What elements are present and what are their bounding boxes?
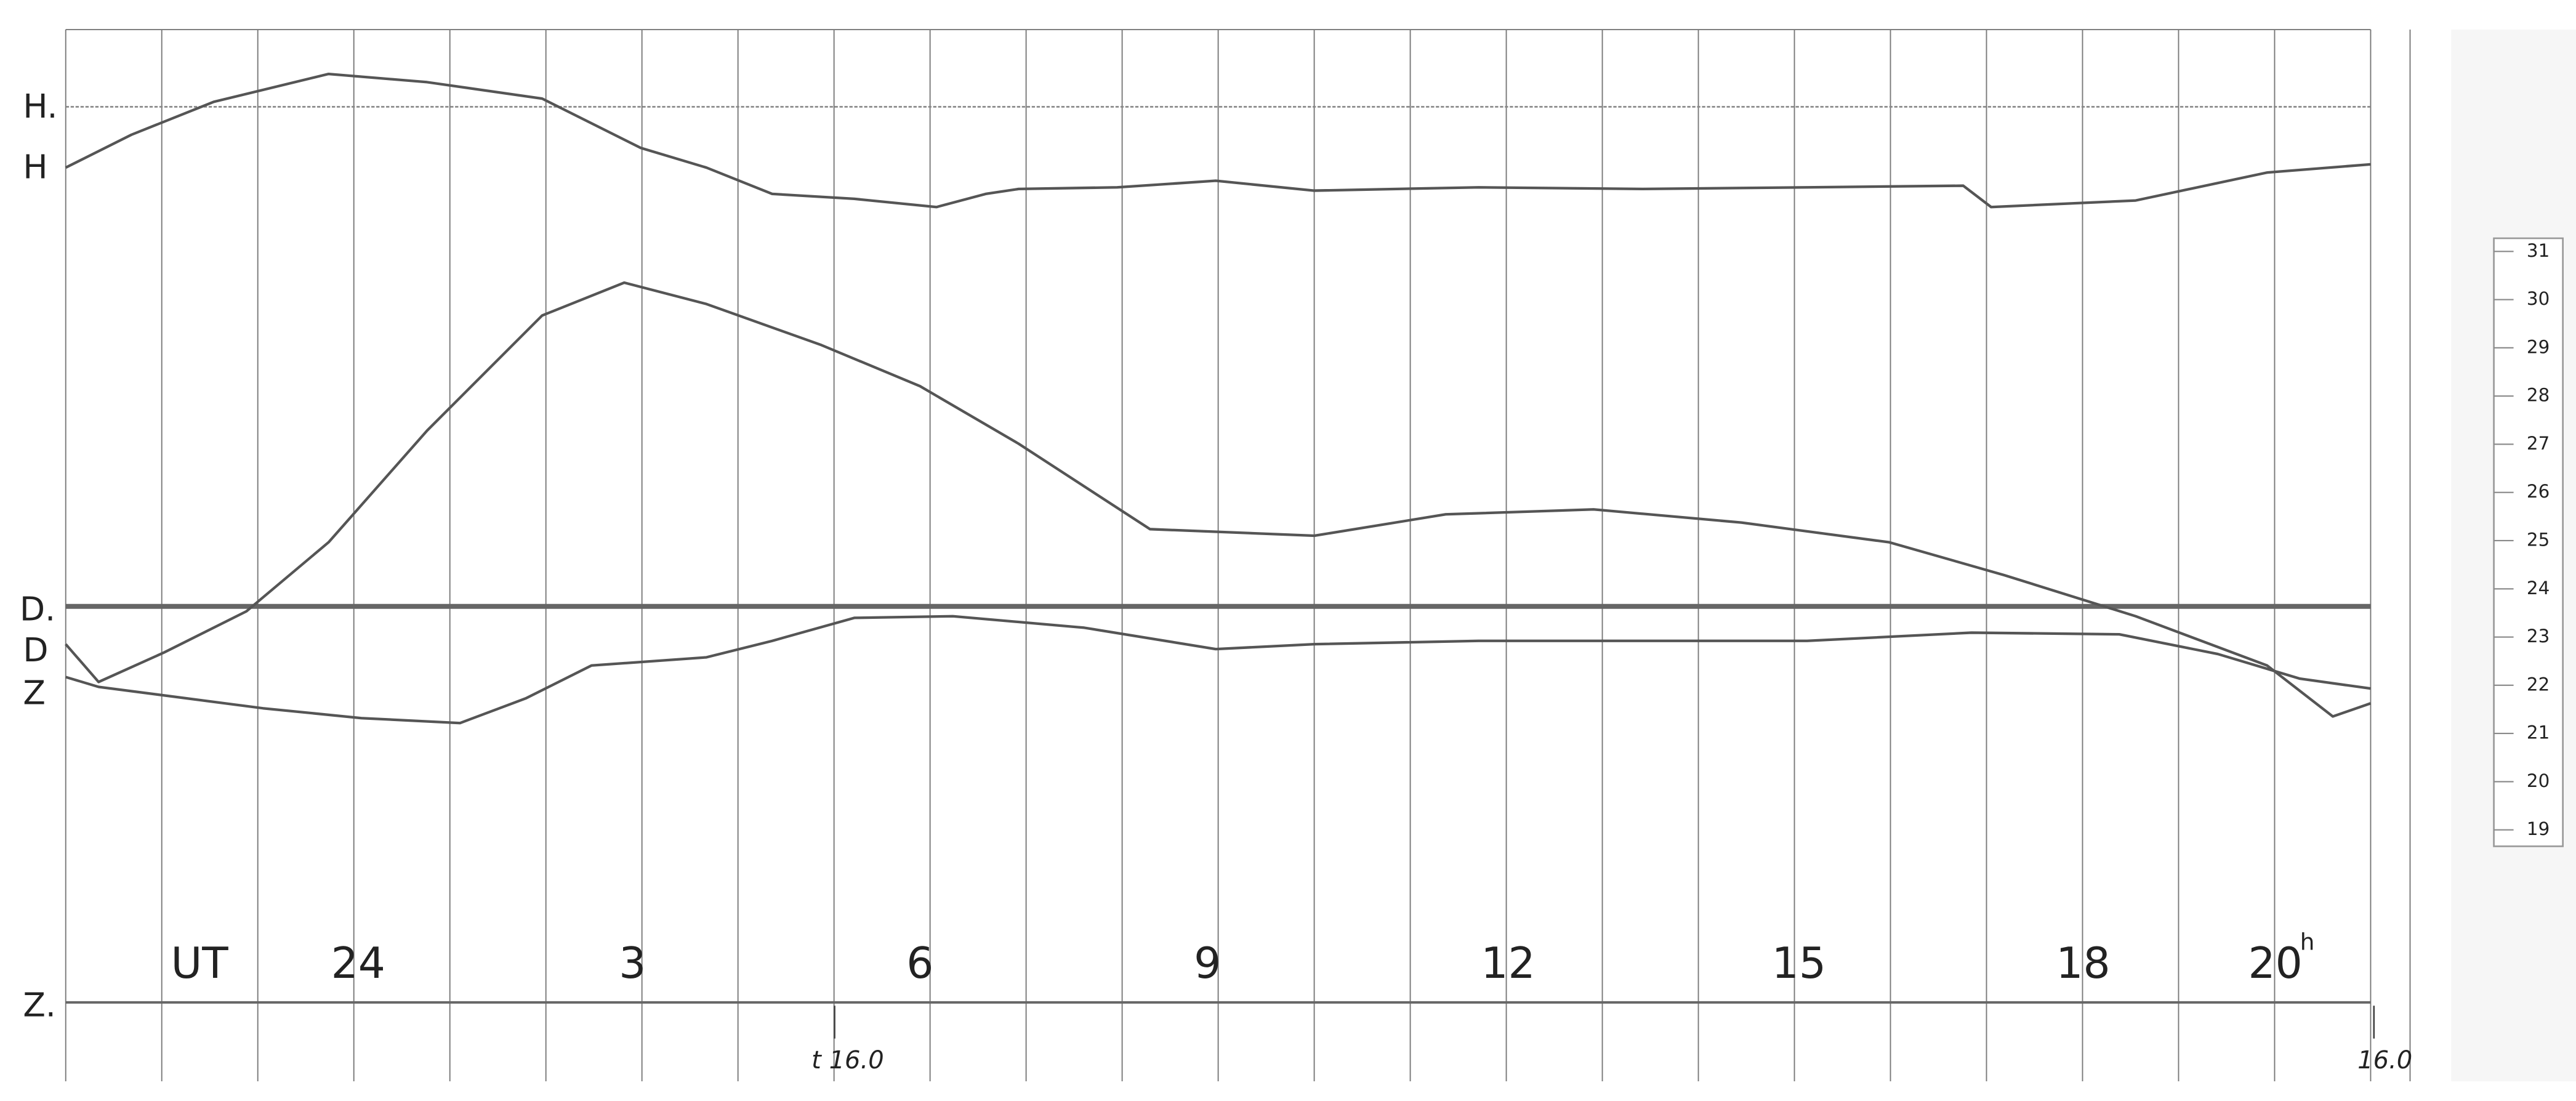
d-label: D bbox=[23, 631, 48, 669]
scale-label: 19 bbox=[2527, 818, 2550, 839]
scale-label: 29 bbox=[2527, 336, 2550, 357]
scale-label: 22 bbox=[2527, 674, 2550, 695]
scale-label: 24 bbox=[2527, 578, 2550, 599]
grid bbox=[65, 30, 2372, 1081]
hour-label: 20 bbox=[2248, 939, 2303, 988]
hour-label: 3 bbox=[619, 939, 646, 988]
hour-label: 24 bbox=[331, 939, 385, 988]
hour-label: 6 bbox=[906, 939, 933, 988]
scale-label: 23 bbox=[2527, 626, 2550, 647]
hour-suffix: h bbox=[2300, 928, 2315, 955]
hour-label: 18 bbox=[2056, 939, 2110, 988]
scale-label: 27 bbox=[2527, 433, 2550, 454]
ut-label: UT bbox=[171, 939, 229, 988]
scale-strip bbox=[2493, 237, 2564, 847]
scale-label: 31 bbox=[2527, 240, 2550, 261]
scale-label: 20 bbox=[2527, 770, 2550, 791]
z-base-label: Z. bbox=[23, 986, 56, 1025]
h-trace bbox=[65, 72, 2371, 209]
scale-label: 30 bbox=[2527, 288, 2550, 309]
h-base-label: H. bbox=[23, 87, 57, 126]
scale-label: 26 bbox=[2527, 481, 2550, 502]
d-base-label: D. bbox=[20, 589, 55, 628]
hour-label: 9 bbox=[1194, 939, 1221, 988]
z-label: Z bbox=[23, 673, 46, 712]
hour-label: 15 bbox=[1772, 939, 1826, 988]
d-trace bbox=[65, 281, 2372, 718]
h-label: H bbox=[23, 148, 47, 187]
z-trace bbox=[65, 615, 2371, 725]
end-time: 16.0 bbox=[2357, 1046, 2412, 1075]
scale-label: 28 bbox=[2527, 385, 2550, 406]
scale-label: 21 bbox=[2527, 722, 2550, 743]
scale: 31 30 29 28 27 26 25 24 23 22 21 20 19 bbox=[2493, 240, 2550, 839]
start-time: t 16.0 bbox=[811, 1046, 884, 1075]
hour-label: 12 bbox=[1481, 939, 1535, 988]
scale-label: 25 bbox=[2527, 529, 2550, 550]
